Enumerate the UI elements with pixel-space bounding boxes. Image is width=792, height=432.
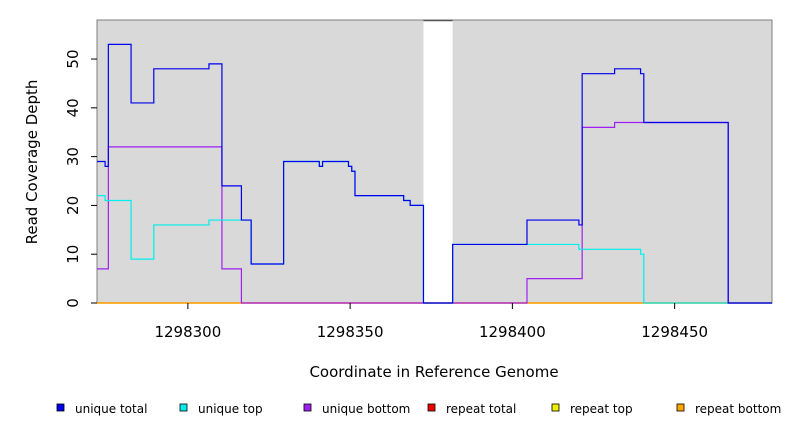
legend-label: unique top: [198, 402, 263, 416]
x-tick-label: 1298450: [641, 323, 708, 341]
legend-swatch: [676, 403, 685, 412]
y-axis-title: Read Coverage Depth: [23, 80, 41, 245]
x-tick-label: 1298300: [154, 323, 221, 341]
y-tick-label: 20: [64, 196, 82, 215]
legend: unique total unique top unique bottom repea…: [56, 402, 781, 416]
x-axis: 1298300 1298350 1298400 1298450: [154, 303, 708, 341]
y-tick-label: 10: [64, 245, 82, 264]
legend-label: repeat total: [446, 402, 516, 416]
y-tick-label: 30: [64, 147, 82, 166]
legend-swatch: [551, 403, 560, 412]
y-axis: 0 10 20 30 40 50: [64, 49, 97, 308]
legend-swatch: [303, 403, 312, 412]
legend-swatch: [56, 403, 65, 412]
gap-regions: [423, 19, 453, 303]
x-tick-label: 1298350: [317, 323, 384, 341]
series-line-unique-total: [97, 43, 772, 304]
series-lines: [97, 43, 772, 304]
y-tick-label: 0: [64, 298, 82, 308]
legend-swatch: [179, 403, 188, 412]
y-tick-label: 40: [64, 98, 82, 117]
legend-label: unique bottom: [322, 402, 410, 416]
gap-region: [423, 20, 453, 303]
legend-label: repeat bottom: [695, 402, 781, 416]
y-tick-label: 50: [64, 49, 82, 68]
x-axis-title: Coordinate in Reference Genome: [309, 363, 558, 381]
x-tick-label: 1298400: [479, 323, 546, 341]
legend-label: unique total: [75, 402, 147, 416]
legend-label: repeat top: [570, 402, 633, 416]
legend-swatch: [427, 403, 436, 412]
